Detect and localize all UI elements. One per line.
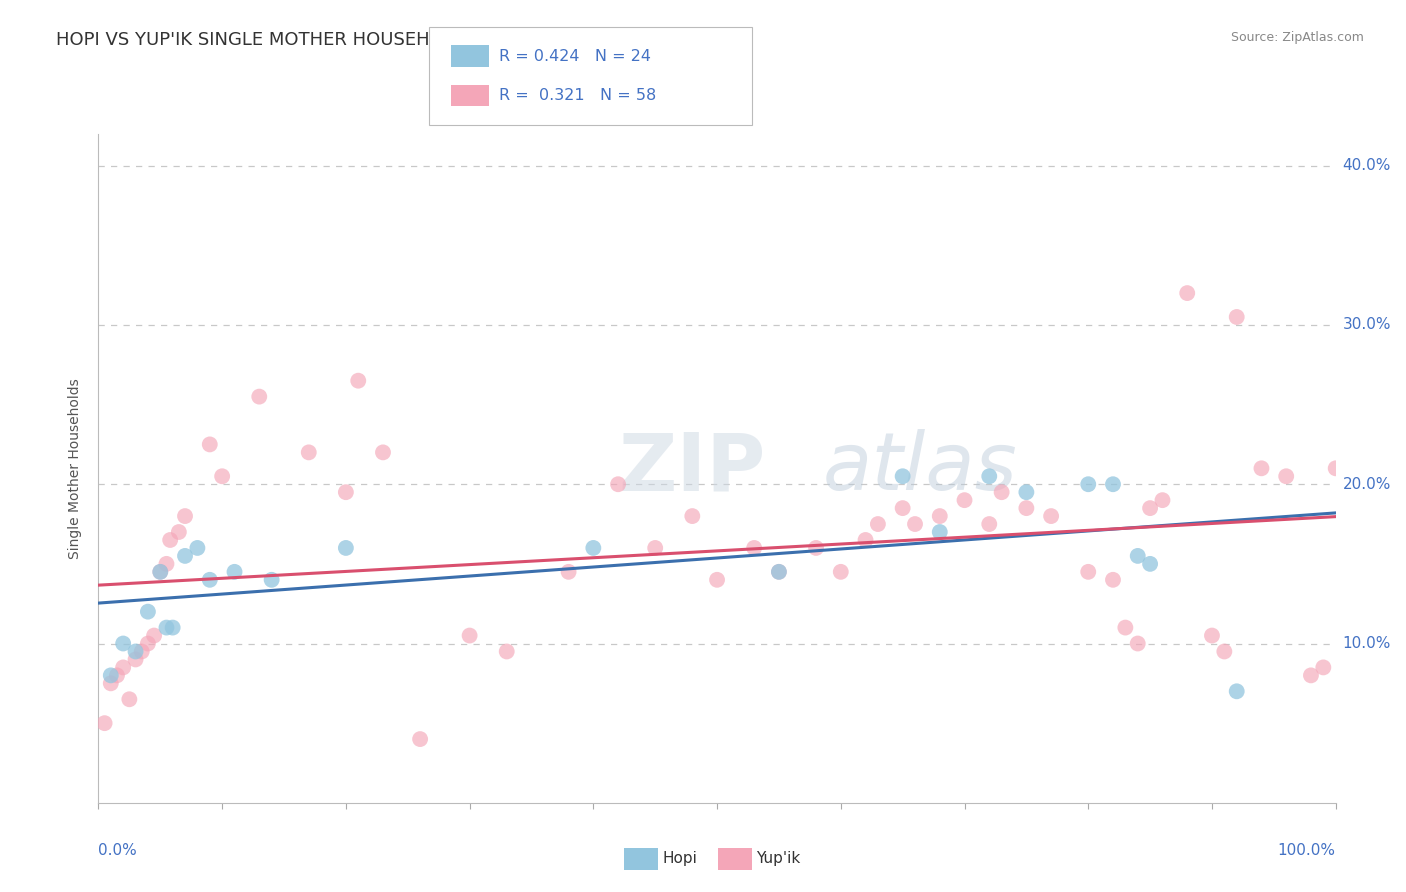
Point [162,621,184,635]
Point [990,485,1012,500]
Point [260,573,283,587]
Point [891,469,914,483]
Point [1201,628,1223,642]
Point [155,621,177,635]
Point [149,565,172,579]
Point [1040,509,1063,524]
Point [1015,485,1038,500]
Point [644,541,666,555]
Point [335,485,357,500]
Point [1077,477,1099,491]
Point [804,541,827,555]
Point [768,565,790,579]
Text: atlas: atlas [823,429,1017,508]
Point [124,644,146,658]
Point [1126,549,1149,563]
Point [143,628,166,642]
Point [458,628,481,642]
Point [979,469,1001,483]
Point [105,668,128,682]
Text: HOPI VS YUP'IK SINGLE MOTHER HOUSEHOLDS CORRELATION CHART: HOPI VS YUP'IK SINGLE MOTHER HOUSEHOLDS … [56,31,679,49]
Point [855,533,877,547]
Point [1077,565,1099,579]
Point [1139,557,1161,571]
Text: 30.0%: 30.0% [1343,318,1391,333]
Text: ZIP: ZIP [619,429,765,508]
Point [1226,684,1249,698]
Point [1114,621,1136,635]
Point [495,644,517,658]
Point [830,565,852,579]
Point [1275,469,1298,483]
Point [1139,501,1161,516]
Text: 0.0%: 0.0% [98,843,138,858]
Point [1126,636,1149,650]
Point [198,437,221,451]
Point [167,524,190,539]
Point [298,445,321,459]
Point [557,565,579,579]
Point [1250,461,1272,475]
Point [891,501,914,516]
Point [904,517,927,532]
Y-axis label: Single Mother Households: Single Mother Households [69,378,83,558]
Point [928,524,950,539]
Point [607,477,630,491]
Point [174,509,197,524]
Point [1015,501,1038,516]
Point [409,732,432,747]
Point [866,517,889,532]
Point [124,652,146,666]
Point [1175,286,1198,301]
Point [100,676,122,690]
Point [131,644,153,658]
Point [582,541,605,555]
Text: R =  0.321   N = 58: R = 0.321 N = 58 [499,88,657,103]
Point [979,517,1001,532]
Point [174,549,197,563]
Point [1324,461,1347,475]
Point [136,605,159,619]
Point [100,668,122,682]
Point [198,573,221,587]
Point [155,557,177,571]
Point [247,390,270,404]
Point [1152,493,1174,508]
Text: Hopi: Hopi [662,851,697,865]
Point [149,565,172,579]
Point [768,565,790,579]
Point [1226,310,1249,324]
Point [1213,644,1236,658]
Point [93,716,115,731]
Point [112,660,135,674]
Text: R = 0.424   N = 24: R = 0.424 N = 24 [499,49,651,63]
Point [224,565,246,579]
Point [706,573,728,587]
Point [742,541,765,555]
Text: 20.0%: 20.0% [1343,476,1391,491]
Text: 100.0%: 100.0% [1278,843,1336,858]
Point [136,636,159,650]
Point [118,692,141,706]
Point [1102,477,1125,491]
Point [1299,668,1322,682]
Point [928,509,950,524]
Text: Source: ZipAtlas.com: Source: ZipAtlas.com [1230,31,1364,45]
Point [159,533,181,547]
Point [347,374,370,388]
Text: 40.0%: 40.0% [1343,158,1391,173]
Point [335,541,357,555]
Point [1102,573,1125,587]
Point [953,493,976,508]
Point [681,509,703,524]
Point [371,445,394,459]
Point [186,541,208,555]
Point [112,636,135,650]
Text: Yup'ik: Yup'ik [756,851,800,865]
Point [1312,660,1334,674]
Text: 10.0%: 10.0% [1343,636,1391,651]
Point [211,469,233,483]
